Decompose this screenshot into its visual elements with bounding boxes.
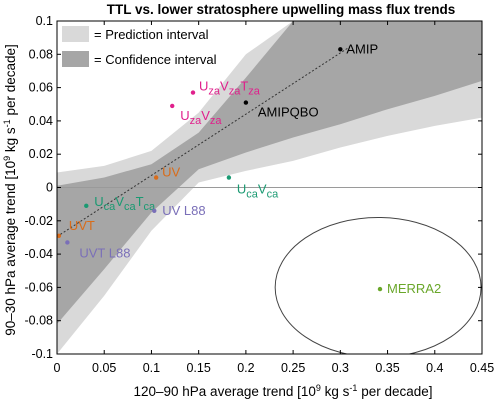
y-tick-label: 0.1 <box>36 14 53 28</box>
point-label-uzavzatza: UzaVzaTza <box>199 79 261 98</box>
point-uzavzatza <box>190 90 196 95</box>
confidence-interval-band <box>57 21 482 324</box>
y-tick-label: 0.08 <box>29 47 53 61</box>
x-axis-label: 120–90 hPa average trend [109 kg s-1 per… <box>133 383 432 399</box>
point-label-uvt-l88: UVT L88 <box>79 245 130 260</box>
point-amip <box>338 47 343 52</box>
y-tick-label: 0.02 <box>29 147 53 161</box>
interval-bands <box>57 21 482 354</box>
point-label-merra2: MERRA2 <box>387 281 441 296</box>
y-tick-label: -0.06 <box>25 280 54 294</box>
x-tick-label: 0.45 <box>470 361 494 375</box>
point-label-amip: AMIP <box>346 41 378 56</box>
x-tick-label: 0.15 <box>186 361 210 375</box>
point-uvt-l88 <box>65 240 70 245</box>
point-uv-l88 <box>152 208 157 214</box>
legend-label-confidence: = Confidence interval <box>94 52 217 67</box>
x-tick-label: 0.35 <box>375 361 399 375</box>
y-tick-label: 0.04 <box>29 114 53 128</box>
x-tick-label: 0.05 <box>92 361 116 375</box>
legend: = Prediction interval = Confidence interv… <box>62 26 217 67</box>
point-merra2 <box>377 286 383 292</box>
point-label-ucavca: UcaVca <box>237 182 279 201</box>
x-tick-label: 0.2 <box>237 361 254 375</box>
y-tick-label: -0.02 <box>25 214 54 228</box>
y-tick-label: -0.04 <box>25 247 54 261</box>
point-uzavza <box>170 103 175 109</box>
x-tick-label: 0.1 <box>143 361 160 375</box>
chart-title: TTL vs. lower stratosphere upwelling mas… <box>107 2 456 17</box>
legend-label-prediction: = Prediction interval <box>94 27 209 42</box>
point-label-uvt: UVT <box>69 218 95 233</box>
point-label-uzavza: UzaVza <box>180 108 222 127</box>
legend-swatch-confidence <box>62 51 89 67</box>
point-ucavca <box>226 175 232 180</box>
y-tick-label: -0.1 <box>31 347 53 361</box>
x-tick-label: 0.3 <box>332 361 349 375</box>
point-label-uv: UV <box>162 165 180 180</box>
point-label-amipqbo: AMIPQBO <box>258 105 319 120</box>
point-label-uv-l88: UV L88 <box>162 203 205 218</box>
axes: 0 0.05 0.1 0.15 0.2 0.25 0.3 0.35 0.4 0.45 -0.1 -0.… <box>25 14 495 375</box>
point-ucavcatca <box>84 203 89 209</box>
model-points: AMIPAMIPQBOUzaVzaTzaUzaVzaUVUcaVcaUcaVca… <box>56 41 441 296</box>
y-tick-label: -0.08 <box>25 314 54 328</box>
x-tick-label: 0 <box>54 361 61 375</box>
y-tick-label: 0 <box>46 181 53 195</box>
legend-swatch-prediction <box>62 26 89 42</box>
x-tick-label: 0.25 <box>281 361 305 375</box>
y-tick-label: 0.06 <box>29 81 53 95</box>
y-axis-label: 90–30 hPa average trend [109 kg s-1 per … <box>2 44 18 336</box>
point-uv <box>153 175 159 180</box>
point-amipqbo <box>243 100 249 105</box>
point-uvt <box>56 233 62 238</box>
x-tick-label: 0.4 <box>426 361 443 375</box>
merra2-ellipse <box>274 216 482 354</box>
